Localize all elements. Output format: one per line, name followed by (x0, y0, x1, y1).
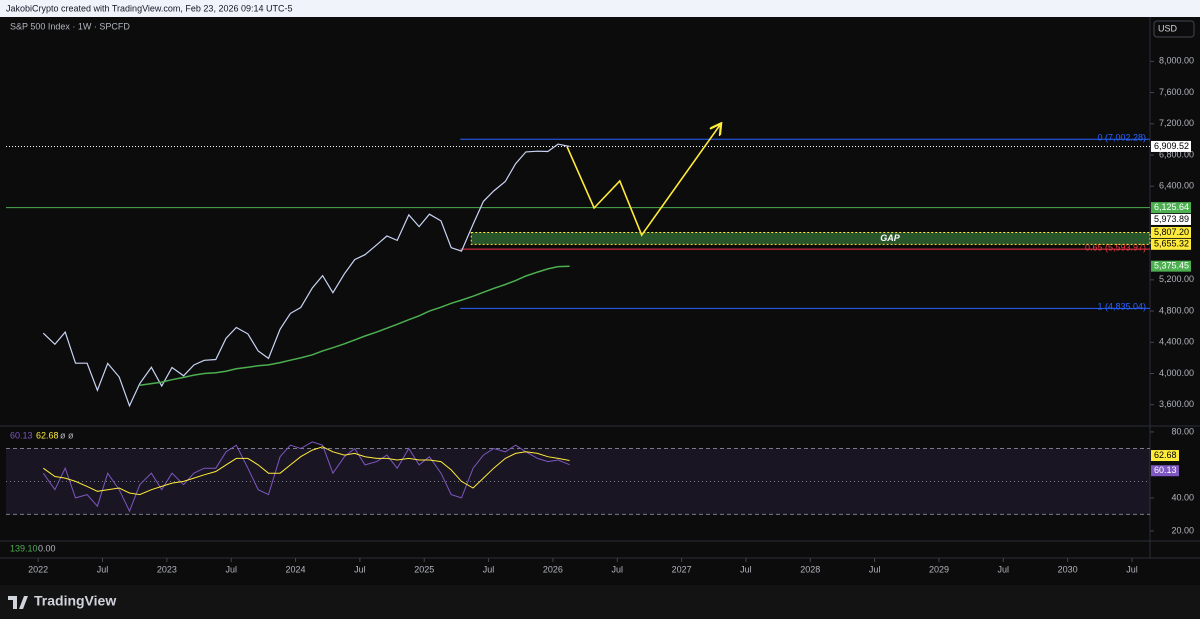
rsi-badge (1151, 450, 1179, 462)
y-tick-label: 80.00 (1171, 426, 1194, 436)
chart-area (0, 17, 1200, 585)
currency: USD (1158, 23, 1178, 33)
fib-label: 0 (7,002.28) (1097, 133, 1146, 143)
rsi-badge-label: 62.68 (1154, 450, 1177, 460)
x-tick-label: 2028 (800, 564, 820, 574)
price-badge-label: 6,909.52 (1154, 141, 1189, 151)
y-tick-label: 4,400.00 (1159, 337, 1194, 347)
rsi-ma-value: 62.68 (36, 430, 59, 440)
y-tick-label: 7,600.00 (1159, 87, 1194, 97)
price-badge-label: 5,973.89 (1154, 214, 1189, 224)
top-bar (0, 0, 1200, 17)
rsi-badge (1151, 465, 1179, 477)
moving-average (139, 265, 570, 386)
y-tick-label: 7,200.00 (1159, 118, 1194, 128)
x-tick-label: 2023 (157, 564, 177, 574)
price-badge-label: 6,125.64 (1154, 202, 1189, 212)
x-tick-label: 2024 (286, 564, 306, 574)
rsi-line (42, 441, 570, 513)
x-tick-label: 2027 (672, 564, 692, 574)
symbol-title: S&P 500 Index · 1W · SPCFD (10, 21, 130, 31)
x-tick-label: Jul (97, 564, 109, 574)
price-badge-label: 5,807.20 (1154, 227, 1189, 237)
attribution: JakobiCrypto created with TradingView.co… (6, 3, 292, 13)
x-tick-label: 2029 (929, 564, 949, 574)
price-badge (1151, 202, 1191, 214)
x-tick-label: 2026 (543, 564, 563, 574)
rsi-badge-label: 60.13 (1154, 465, 1177, 475)
x-tick-label: Jul (1126, 564, 1138, 574)
price-badge (1151, 213, 1191, 225)
y-tick-label: 4,800.00 (1159, 305, 1194, 315)
footer (0, 585, 1200, 619)
pane-value: 0.00 (38, 543, 56, 553)
rsi-value: 60.13 (10, 430, 33, 440)
x-tick-label: Jul (869, 564, 881, 574)
price-badge (1151, 140, 1191, 152)
x-tick-label: Jul (998, 564, 1010, 574)
y-tick-label: 6,400.00 (1159, 181, 1194, 191)
price-badge (1151, 260, 1191, 272)
y-tick-label: 4,000.00 (1159, 368, 1194, 378)
price-badge (1151, 226, 1191, 238)
rsi-ma (43, 446, 570, 496)
currency-button[interactable] (1153, 20, 1195, 38)
gap-zone (470, 231, 1151, 245)
y-tick-label: 20.00 (1171, 525, 1194, 535)
price-line (42, 143, 570, 408)
y-tick-label: 6,800.00 (1159, 149, 1194, 159)
y-tick-label: 3,600.00 (1159, 399, 1194, 409)
x-tick-label: 2022 (28, 564, 48, 574)
projection-path (566, 125, 720, 237)
price-badge-label: 5,655.32 (1154, 239, 1189, 249)
x-tick-label: Jul (354, 564, 366, 574)
logo-icon (8, 596, 28, 609)
y-tick-label: 40.00 (1171, 492, 1194, 502)
x-tick-label: Jul (740, 564, 752, 574)
y-tick-label: 5,200.00 (1159, 274, 1194, 284)
x-tick-label: Jul (611, 564, 623, 574)
fib-label: 0.65 (5,593.97) (1085, 242, 1146, 252)
x-tick-label: 2030 (1058, 564, 1078, 574)
gap-label: GAP (880, 233, 901, 243)
x-tick-label: Jul (483, 564, 495, 574)
price-badge-label: 5,375.45 (1154, 261, 1189, 271)
price-badge (1151, 238, 1191, 250)
fib-label: 1 (4,835.04) (1097, 302, 1146, 312)
y-tick-label: 8,000.00 (1159, 56, 1194, 66)
rsi-extra: ø ø (60, 430, 74, 440)
pane-value: 139.10 (10, 543, 38, 553)
x-tick-label: 2025 (414, 564, 434, 574)
brand: TradingView (34, 593, 116, 609)
x-tick-label: Jul (225, 564, 237, 574)
